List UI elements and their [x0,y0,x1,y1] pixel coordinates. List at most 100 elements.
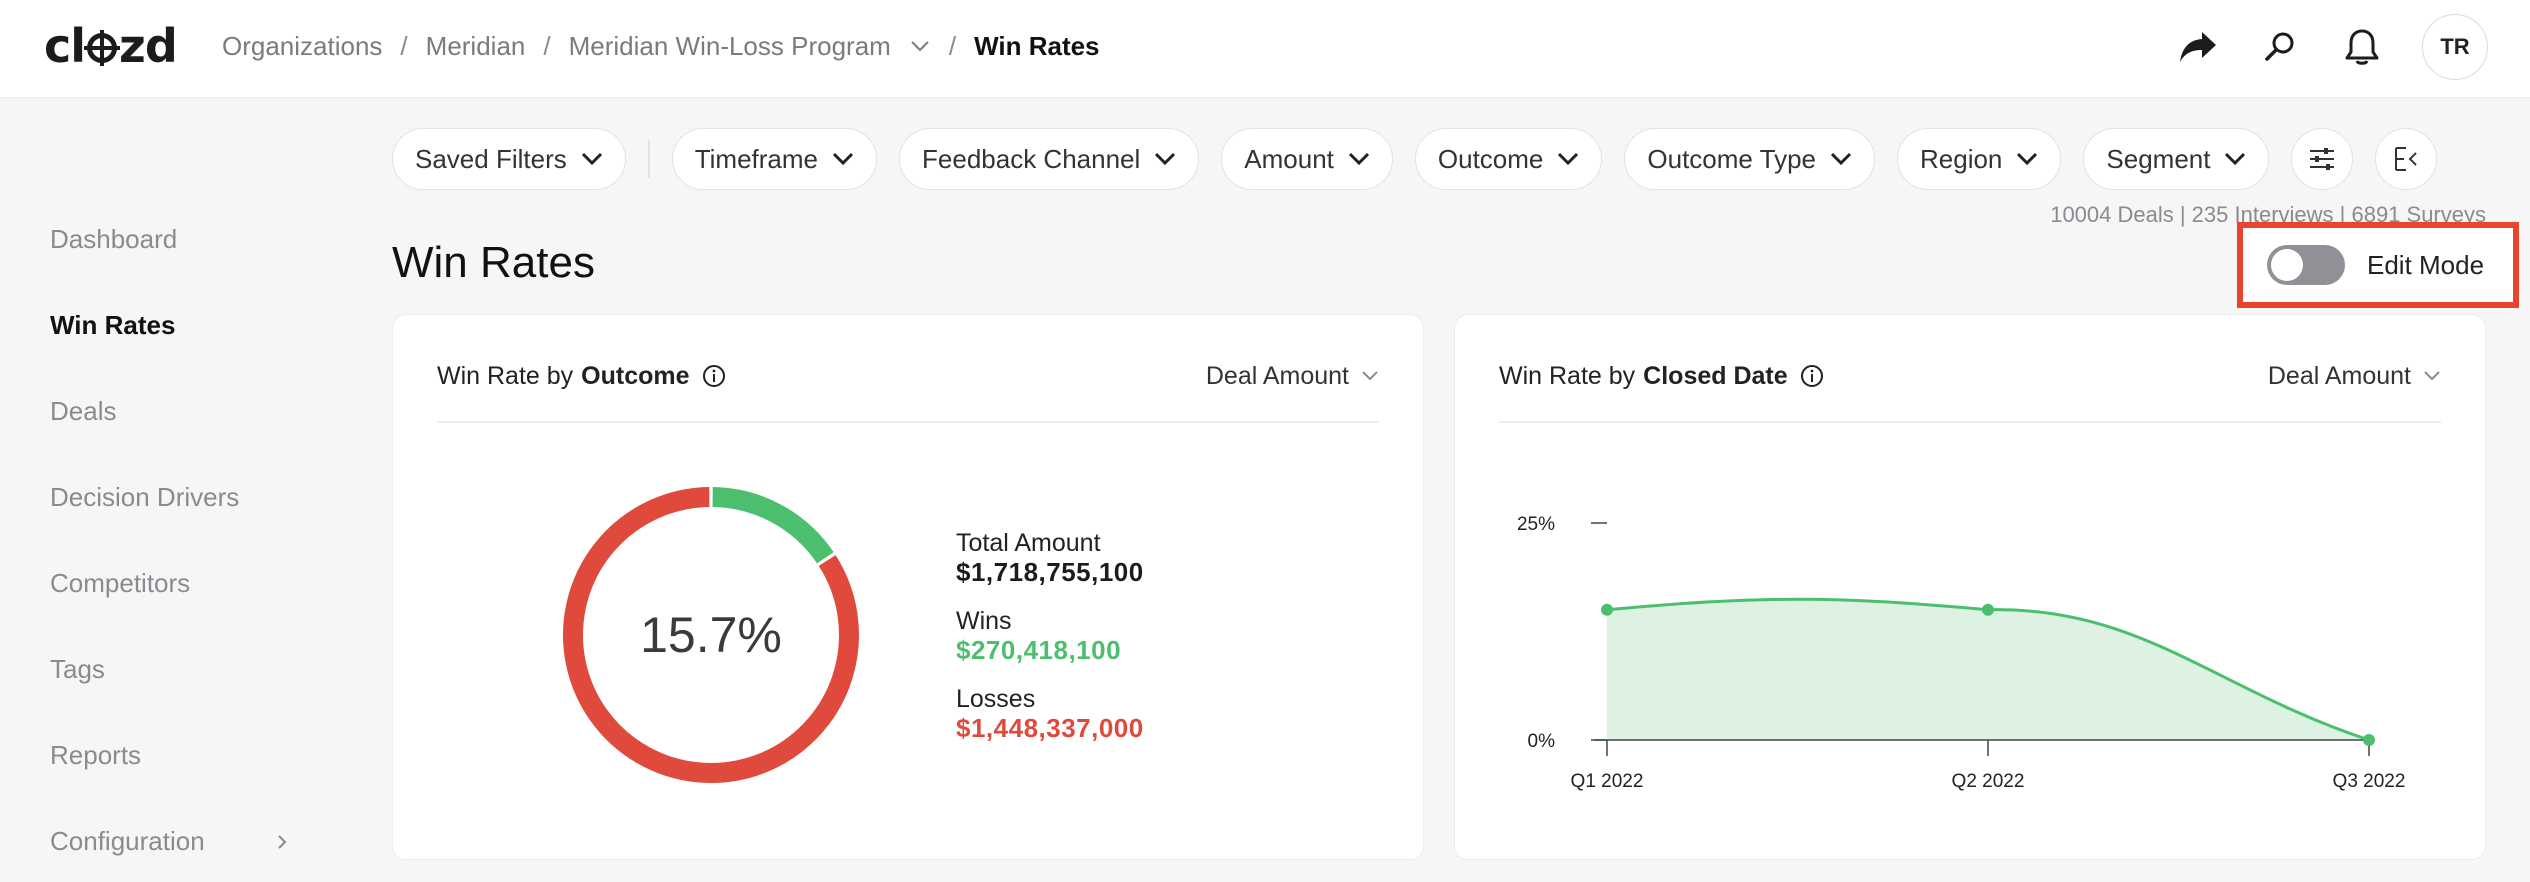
wins-value: $270,418,100 [956,635,1122,665]
sidebar-item-tags[interactable]: Tags [50,654,290,685]
chevron-down-icon [1830,152,1852,166]
donut-slice-wins[interactable] [712,487,834,564]
chevron-down-icon [1362,371,1378,381]
edit-mode-label: Edit Mode [2367,249,2485,280]
sidebar-item-configuration[interactable]: Configuration [50,826,290,857]
donut-slice-losses[interactable] [563,487,859,783]
sidebar-item-dashboard[interactable]: Dashboard [50,224,290,255]
area-fill [1607,599,2369,740]
chevron-down-icon [832,152,854,166]
region-filter[interactable]: Region [1897,128,2062,190]
collapse-panel-icon [2395,147,2418,171]
wins-label: Wins [956,607,1012,635]
breadcrumb-separator: / [400,30,408,61]
data-point[interactable] [1601,603,1613,616]
chevron-down-icon [2017,152,2038,166]
win-rate-by-closed-date-card: Win Rate by Closed Date Deal Amount 25% 0… [1454,314,2486,860]
card-divider [437,421,1379,423]
x-tick-label: Q1 2022 [1571,771,1644,792]
pill-label: Segment [2106,143,2211,174]
deal-amount-select[interactable]: Deal Amount [1206,362,1379,391]
breadcrumb-separator: / [948,30,957,61]
data-point[interactable] [1982,603,1994,616]
sliders-icon [2310,148,2335,170]
sidebar-item-label: Deals [50,396,117,426]
share-icon[interactable] [2176,25,2220,69]
losses-value: $1,448,337,000 [956,713,1144,743]
breadcrumb-organizations[interactable]: Organizations [222,30,383,61]
chevron-down-icon[interactable] [909,35,931,57]
pill-label: Region [1920,143,2003,174]
toggle-knob [2271,249,2303,281]
card-title-bold: Closed Date [1643,361,1788,390]
info-icon[interactable] [702,364,726,388]
avatar[interactable]: TR [2422,14,2488,80]
header-actions: TR [2176,12,2488,82]
sidebar-item-competitors[interactable]: Competitors [50,568,290,599]
page-title: Win Rates [392,238,595,287]
pill-label: Amount [1244,143,1334,174]
sidebar-item-label: Tags [50,654,105,684]
card-title: Win Rate by Closed Date [1499,362,1824,391]
card-title-bold: Outcome [581,361,690,390]
outcome-filter[interactable]: Outcome [1414,128,1603,190]
sidebar-item-label: Reports [50,740,142,770]
pill-label: Outcome [1437,143,1544,174]
search-icon[interactable] [2258,25,2302,69]
card-title: Win Rate by Outcome [437,362,726,391]
card-title-prefix: Win Rate by [437,361,574,390]
amount-filter[interactable]: Amount [1221,128,1393,190]
sidebar-item-label: Decision Drivers [50,482,240,512]
feedback-channel-filter[interactable]: Feedback Channel [899,128,1200,190]
sidebar-item-label: Win Rates [50,310,176,340]
filter-divider [647,140,650,178]
outcome-type-filter[interactable]: Outcome Type [1624,128,1875,190]
breadcrumb-meridian[interactable]: Meridian [425,30,526,61]
filter-settings-button[interactable] [2291,128,2354,190]
select-label: Deal Amount [1205,361,1349,390]
sidebar-item-deals[interactable]: Deals [50,396,290,427]
outcome-donut-chart [563,487,859,783]
donut-center-label: 15.7% [640,607,782,663]
sidebar-item-decision-drivers[interactable]: Decision Drivers [50,482,290,513]
segment-filter[interactable]: Segment [2083,128,2270,190]
breadcrumb-program[interactable]: Meridian Win-Loss Program [568,30,891,61]
sidebar-item-win-rates[interactable]: Win Rates [50,310,290,341]
pill-label: Timeframe [694,143,819,174]
clozd-logo[interactable]: cl zd [44,19,178,73]
saved-filters-dropdown[interactable]: Saved Filters [392,128,626,190]
timeframe-filter[interactable]: Timeframe [671,128,878,190]
top-header: cl zd Organizations / Meridian / Meridian… [0,0,2530,98]
select-label: Deal Amount [2267,361,2411,390]
outcome-stats: Total Amount $1,718,755,100 Wins $270,41… [956,529,1144,763]
chevron-down-icon [1348,152,1369,166]
breadcrumb: Organizations / Meridian / Meridian Win-… [222,26,1100,66]
win-rate-by-outcome-card: Win Rate by Outcome Deal Amount 15.7% To… [392,314,1424,860]
pill-label: Feedback Channel [922,143,1141,174]
data-point[interactable] [2363,734,2375,746]
total-amount-label: Total Amount [956,529,1101,557]
bell-icon[interactable] [2340,25,2384,69]
pill-label: Outcome Type [1647,143,1816,174]
chevron-down-icon [1558,152,1579,166]
edit-mode-control: Edit Mode [2237,222,2519,308]
chevron-down-icon [1155,152,1176,166]
sidebar: Dashboard Win Rates Deals Decision Drive… [0,98,340,882]
chevron-right-icon [278,834,287,849]
info-icon[interactable] [1800,364,1824,388]
card-divider [1499,421,2441,423]
pill-label: Saved Filters [415,143,567,174]
breadcrumb-current: Win Rates [974,30,1100,61]
total-amount-value: $1,718,755,100 [956,557,1144,587]
breadcrumb-separator: / [543,30,551,61]
collapse-panel-button[interactable] [2375,128,2438,190]
filter-bar: Saved Filters Timeframe Feedback Channel… [392,128,2438,190]
card-title-prefix: Win Rate by [1499,361,1636,390]
deal-amount-select[interactable]: Deal Amount [2268,362,2441,391]
x-tick-label: Q3 2022 [2333,771,2406,792]
chevron-down-icon [2225,152,2246,166]
y-tick-label: 0% [1528,731,1556,752]
sidebar-item-reports[interactable]: Reports [50,740,290,771]
edit-mode-toggle[interactable] [2267,245,2345,285]
sidebar-item-label: Configuration [50,826,205,856]
